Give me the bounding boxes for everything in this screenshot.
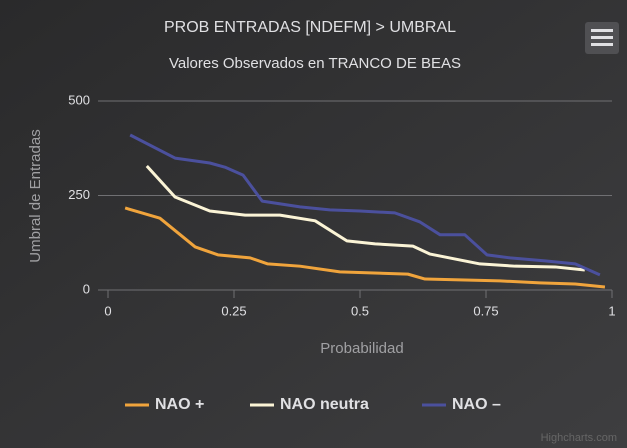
chart-subtitle: Valores Observados en TRANCO DE BEAS [169,55,461,72]
legend-label[interactable]: NAO neutra [280,396,369,413]
y-tick-label: 500 [68,92,90,107]
y-tick-label: 0 [83,281,90,296]
legend-label[interactable]: NAO + [155,396,204,413]
legend-label[interactable]: NAO – [452,396,501,413]
chart-title: PROB ENTRADAS [NDEFM] > UMBRAL [164,19,456,36]
y-axis-label: Umbral de Entradas [27,129,44,262]
x-tick-label: 0 [104,303,111,318]
series-line [145,165,585,272]
credits[interactable]: Highcharts.com [541,432,617,444]
x-tick-label: 0.5 [351,303,369,318]
x-axis-label: Probabilidad [320,340,403,357]
series-line [124,206,606,289]
x-tick-label: 0.25 [221,303,246,318]
series-line [129,133,601,277]
y-tick-label: 250 [68,187,90,202]
x-tick-label: 1 [608,303,615,318]
menu-button[interactable] [585,22,619,54]
x-tick-label: 0.75 [473,303,498,318]
